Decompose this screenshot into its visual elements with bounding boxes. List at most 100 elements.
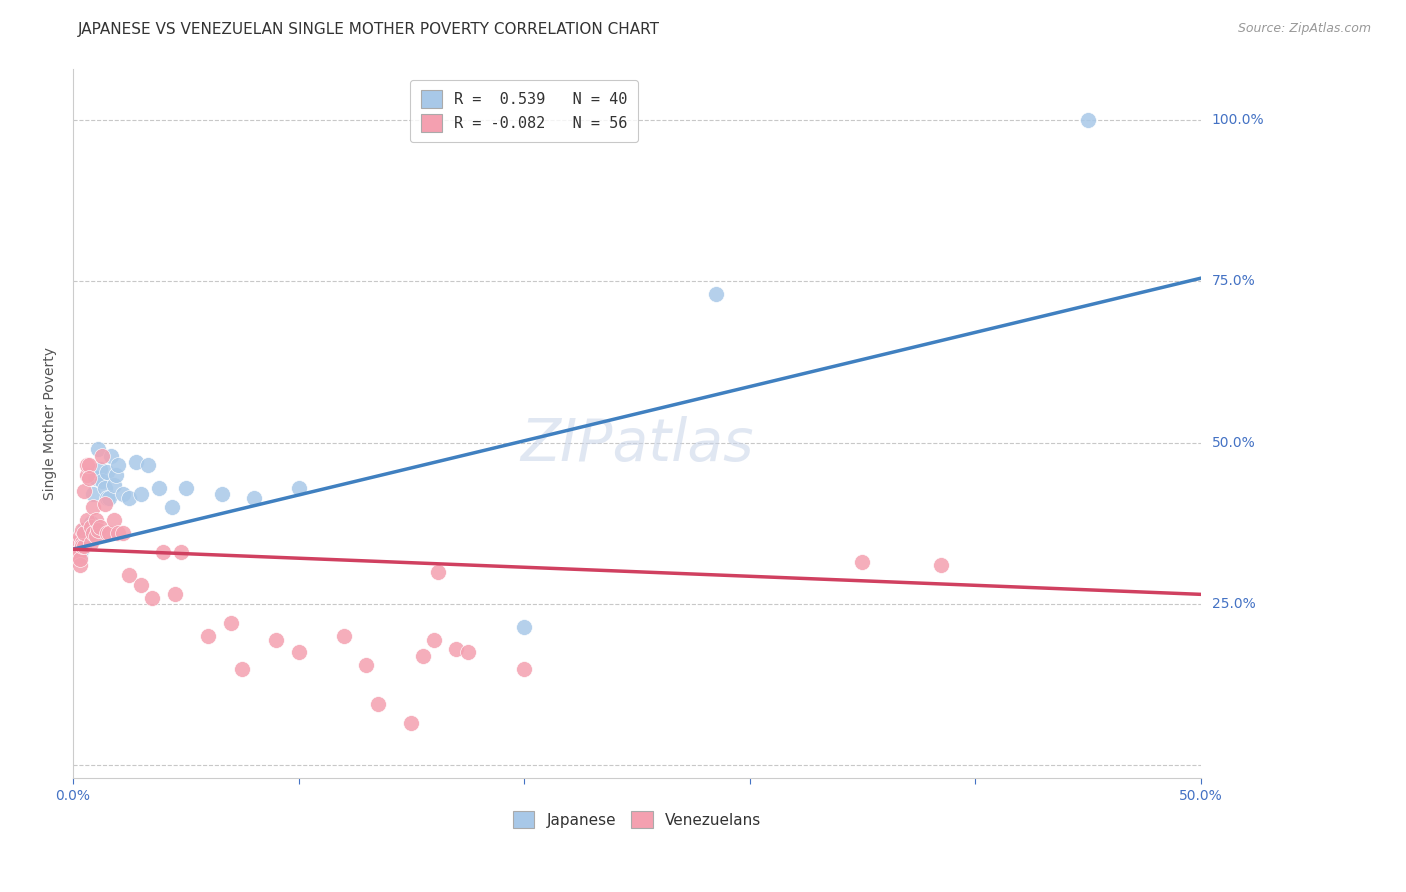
Point <box>211 487 233 501</box>
Point <box>148 481 170 495</box>
Point <box>332 629 354 643</box>
Point <box>104 467 127 482</box>
Point <box>76 458 98 473</box>
Point <box>1077 113 1099 128</box>
Point <box>84 519 107 533</box>
Point <box>91 475 114 489</box>
Text: 25.0%: 25.0% <box>1212 597 1256 611</box>
Point <box>66 542 89 557</box>
Point <box>141 591 163 605</box>
Point <box>66 549 89 563</box>
Point <box>129 487 152 501</box>
Point <box>118 491 141 505</box>
Point <box>264 632 287 647</box>
Point <box>174 481 197 495</box>
Point <box>287 481 309 495</box>
Point <box>401 716 423 731</box>
Point <box>73 526 96 541</box>
Point <box>111 487 134 501</box>
Point <box>93 497 115 511</box>
Point <box>73 523 96 537</box>
Point <box>82 529 104 543</box>
Point <box>77 533 100 547</box>
Point <box>69 529 91 543</box>
Point <box>73 484 96 499</box>
Point <box>89 519 111 533</box>
Point <box>84 513 107 527</box>
Point <box>118 568 141 582</box>
Point <box>704 287 727 301</box>
Point <box>87 523 110 537</box>
Point <box>82 526 104 541</box>
Point <box>70 542 93 557</box>
Point <box>73 539 96 553</box>
Point <box>412 648 434 663</box>
Point <box>70 539 93 553</box>
Point <box>457 645 479 659</box>
Point <box>70 523 93 537</box>
Point <box>89 461 111 475</box>
Point <box>513 661 536 675</box>
Point <box>231 661 253 675</box>
Legend: Japanese, Venezuelans: Japanese, Venezuelans <box>506 805 768 834</box>
Point <box>96 526 118 541</box>
Point <box>851 555 873 569</box>
Point <box>66 545 89 559</box>
Point <box>129 577 152 591</box>
Point <box>87 442 110 457</box>
Point <box>125 455 148 469</box>
Point <box>446 642 468 657</box>
Point <box>76 526 98 541</box>
Point <box>76 513 98 527</box>
Point <box>84 529 107 543</box>
Text: Source: ZipAtlas.com: Source: ZipAtlas.com <box>1237 22 1371 36</box>
Point <box>100 449 122 463</box>
Point <box>423 632 446 647</box>
Point <box>111 526 134 541</box>
Text: 75.0%: 75.0% <box>1212 275 1256 288</box>
Text: 100.0%: 100.0% <box>1212 113 1264 128</box>
Point <box>427 565 450 579</box>
Text: ZIPatlas: ZIPatlas <box>520 417 754 473</box>
Point <box>98 526 121 541</box>
Text: JAPANESE VS VENEZUELAN SINGLE MOTHER POVERTY CORRELATION CHART: JAPANESE VS VENEZUELAN SINGLE MOTHER POV… <box>77 22 659 37</box>
Point <box>76 467 98 482</box>
Point <box>80 516 103 531</box>
Point <box>77 471 100 485</box>
Point <box>65 535 87 549</box>
Point <box>80 535 103 549</box>
Point <box>93 481 115 495</box>
Point <box>80 519 103 533</box>
Point <box>76 533 98 547</box>
Point <box>98 491 121 505</box>
Point <box>91 449 114 463</box>
Point <box>152 545 174 559</box>
Point <box>163 587 186 601</box>
Point <box>70 535 93 549</box>
Point <box>219 616 242 631</box>
Point <box>69 552 91 566</box>
Point <box>84 471 107 485</box>
Point <box>197 629 219 643</box>
Point <box>242 491 264 505</box>
Point <box>356 658 378 673</box>
Point <box>287 645 309 659</box>
Point <box>82 500 104 515</box>
Text: 50.0%: 50.0% <box>1212 435 1256 450</box>
Point <box>65 549 87 563</box>
Point <box>103 513 125 527</box>
Point <box>96 465 118 479</box>
Point <box>82 487 104 501</box>
Point <box>77 458 100 473</box>
Point <box>162 500 184 515</box>
Point <box>77 523 100 537</box>
Point <box>69 549 91 563</box>
Point <box>367 697 389 711</box>
Point <box>136 458 159 473</box>
Point <box>931 558 953 573</box>
Point <box>513 619 536 633</box>
Y-axis label: Single Mother Poverty: Single Mother Poverty <box>44 347 58 500</box>
Point <box>107 458 129 473</box>
Point <box>80 526 103 541</box>
Point <box>107 526 129 541</box>
